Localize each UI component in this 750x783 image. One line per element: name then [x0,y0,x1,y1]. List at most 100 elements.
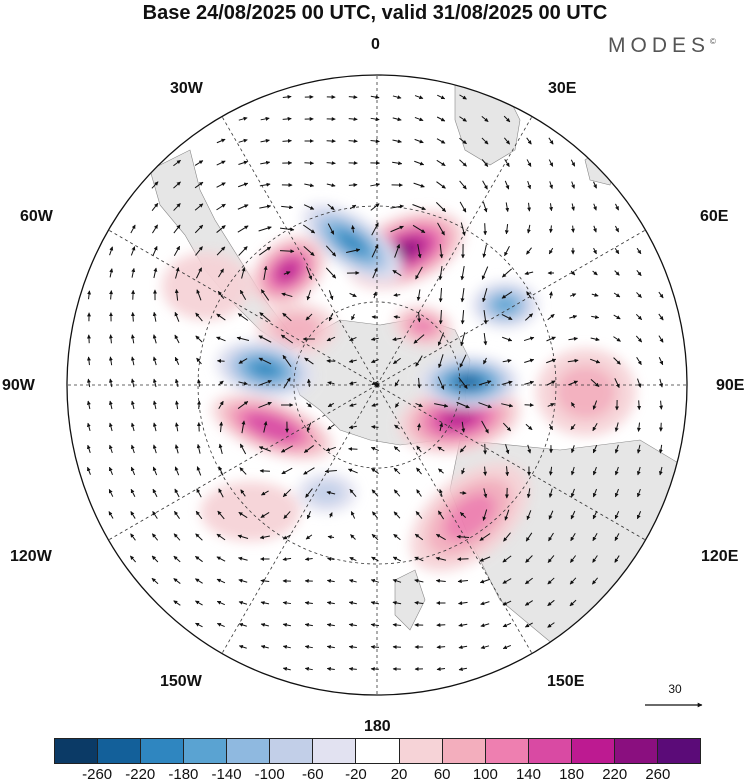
wind-vector [436,645,446,650]
wind-vector [659,378,664,388]
wind-vector [416,423,421,431]
wind-vector [437,332,445,346]
wind-vector [392,337,402,342]
wind-vector [303,204,315,210]
wind-vector [351,313,355,321]
wind-vector [505,202,510,212]
wind-vector [130,312,135,322]
wind-vector [548,159,554,167]
colorbar-swatch [55,739,99,763]
wind-vector [237,225,249,233]
wind-vector [194,160,204,166]
wind-vector [614,444,619,454]
colorbar-swatch [98,739,142,763]
new-zealand [394,569,426,631]
wind-vector [416,289,421,301]
wind-vector [303,467,315,475]
wind-vector [459,180,467,190]
wind-vector [281,205,294,210]
wind-vector [328,512,333,518]
wind-vector [569,293,577,298]
wind-vector [173,600,181,606]
wind-vector [392,95,402,100]
wind-vector [438,354,444,369]
wind-vector [458,377,468,389]
wind-vector [526,224,531,234]
wind-vector [502,578,512,584]
wind-vector [302,224,316,234]
wind-vector [108,378,113,388]
wind-vector [414,116,424,122]
wind-vector [195,510,203,520]
wind-vector [570,532,576,542]
colorbar-tick-label: -180 [168,766,199,783]
wind-vector [592,466,597,476]
wind-vector [614,270,620,276]
wind-vector [327,535,335,540]
wind-vector [504,224,509,235]
wind-vector [173,555,181,563]
wind-vector [570,270,576,276]
wind-vector [658,444,663,454]
label-lon-60w: 60W [20,208,53,225]
wind-vector [392,139,402,144]
wind-vector [590,378,600,388]
wind-vector [394,244,401,258]
wind-vector [238,358,248,364]
wind-vector [174,444,179,454]
wind-vector [569,577,577,585]
wind-vector [130,422,135,432]
colorbar-tick-label: -220 [125,766,156,783]
wind-vector [437,222,445,236]
anomaly-contour [179,265,233,307]
wind-vector [393,292,401,297]
wind-vector [481,266,489,280]
wind-vector [481,137,489,145]
wind-vector [303,445,315,453]
anomaly-contour [444,493,496,541]
wind-vector [282,116,292,121]
south-pole [375,383,379,387]
wind-vector [394,379,400,387]
wind-vector [481,115,489,123]
wind-vector [325,446,336,452]
wind-vector [237,534,249,539]
wind-vector [237,204,249,210]
wind-vector [636,466,641,476]
wind-vector [613,357,621,365]
wind-vector [439,422,444,432]
wind-vector [417,311,422,323]
wind-vector [216,622,225,628]
wind-vector [260,600,270,605]
wind-vector [414,533,424,541]
wind-vector [327,203,335,211]
colorbar [54,738,701,764]
wind-vector [282,622,291,627]
colorbar-swatch [442,739,486,763]
label-lon-90e: 90E [716,377,745,394]
colorbar-swatch [614,739,658,763]
wind-vector [216,225,226,233]
wind-vector [392,600,402,605]
wind-vector [461,421,466,433]
wind-vector [635,313,643,321]
wind-vector [502,336,513,342]
wind-vector [326,183,336,188]
wind-vector [456,401,470,409]
wind-vector [437,510,445,520]
wind-vector [195,622,203,628]
colorbar-tick-label: -140 [211,766,242,783]
wind-vector [350,511,356,519]
wind-vector [86,466,91,475]
wind-vector [327,223,335,235]
wind-vector [349,557,357,561]
anomaly-field [161,203,636,572]
wind-vector [370,139,380,144]
wind-vector [260,116,270,121]
wind-vector [435,578,446,583]
wind-vector [525,532,533,542]
colorbar-tick-label: 220 [602,766,628,783]
wind-vector [370,182,381,187]
wind-vector [570,488,575,498]
wind-vector [130,246,136,256]
